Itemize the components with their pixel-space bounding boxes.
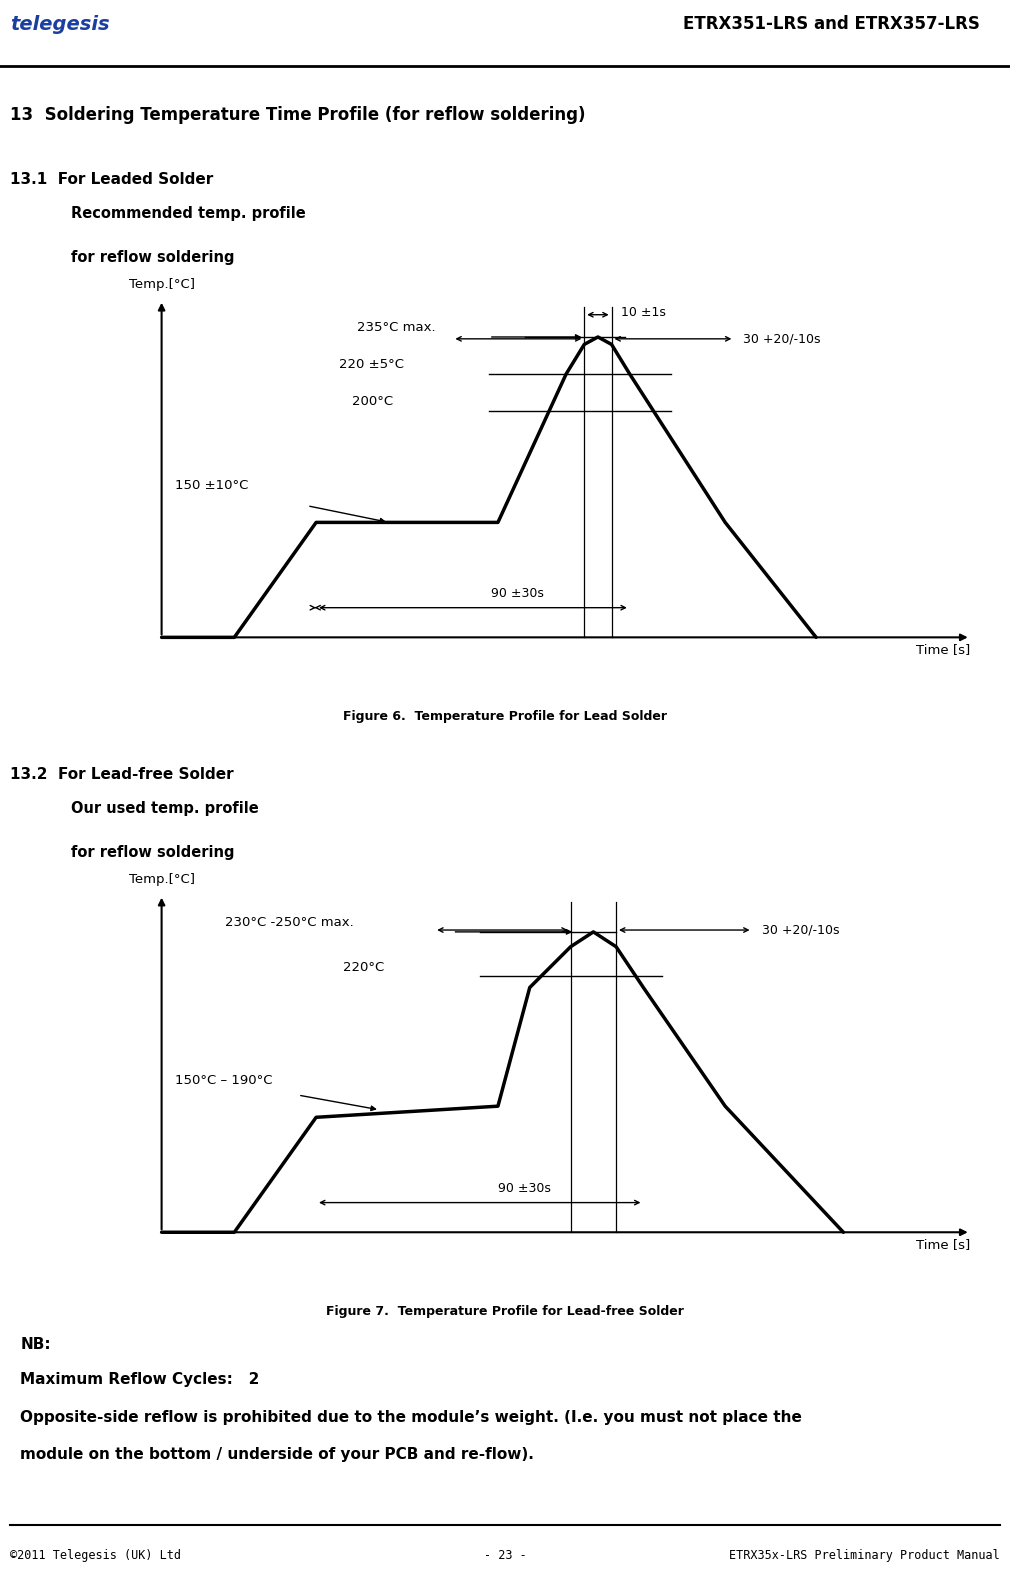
Text: Opposite-side reflow is prohibited due to the module’s weight. (I.e. you must no: Opposite-side reflow is prohibited due t… — [20, 1411, 802, 1425]
Text: ETRX351-LRS and ETRX357-LRS: ETRX351-LRS and ETRX357-LRS — [683, 16, 980, 33]
Text: NB:: NB: — [20, 1337, 50, 1352]
Text: 150 ±10°C: 150 ±10°C — [176, 478, 248, 492]
Text: 30 +20/-10s: 30 +20/-10s — [762, 923, 839, 936]
Text: Time [s]: Time [s] — [916, 1237, 971, 1251]
Text: 10 ±1s: 10 ±1s — [620, 306, 666, 319]
Text: Figure 7.  Temperature Profile for Lead-free Solder: Figure 7. Temperature Profile for Lead-f… — [326, 1305, 684, 1318]
Text: for reflow soldering: for reflow soldering — [71, 249, 234, 265]
Text: 235°C max.: 235°C max. — [358, 322, 435, 335]
Text: Figure 6.  Temperature Profile for Lead Solder: Figure 6. Temperature Profile for Lead S… — [343, 710, 667, 723]
Text: 13  Soldering Temperature Time Profile (for reflow soldering): 13 Soldering Temperature Time Profile (f… — [10, 106, 586, 125]
Text: module on the bottom / underside of your PCB and re-flow).: module on the bottom / underside of your… — [20, 1447, 534, 1463]
Text: 90 ±30s: 90 ±30s — [491, 587, 544, 600]
Text: 230°C -250°C max.: 230°C -250°C max. — [225, 917, 354, 929]
Text: - 23 -: - 23 - — [484, 1548, 526, 1562]
Text: 30 +20/-10s: 30 +20/-10s — [743, 333, 821, 346]
Text: Time [s]: Time [s] — [916, 642, 971, 656]
Text: 220°C: 220°C — [343, 961, 385, 974]
Text: telegesis: telegesis — [10, 14, 110, 33]
Text: Recommended temp. profile: Recommended temp. profile — [71, 207, 305, 221]
Text: 13.1  For Leaded Solder: 13.1 For Leaded Solder — [10, 172, 213, 188]
Text: Temp.[°C]: Temp.[°C] — [128, 278, 195, 290]
Text: ©2011 Telegesis (UK) Ltd: ©2011 Telegesis (UK) Ltd — [10, 1548, 181, 1562]
Text: Maximum Reflow Cycles:   2: Maximum Reflow Cycles: 2 — [20, 1373, 260, 1387]
Text: 90 ±30s: 90 ±30s — [498, 1182, 550, 1195]
Text: Temp.[°C]: Temp.[°C] — [128, 873, 195, 885]
Text: ETRX35x-LRS Preliminary Product Manual: ETRX35x-LRS Preliminary Product Manual — [729, 1548, 1000, 1562]
Text: 200°C: 200°C — [352, 396, 394, 409]
Text: 150°C – 190°C: 150°C – 190°C — [176, 1073, 273, 1087]
Text: 13.2  For Lead-free Solder: 13.2 For Lead-free Solder — [10, 767, 233, 783]
Text: Our used temp. profile: Our used temp. profile — [71, 802, 259, 816]
Text: 220 ±5°C: 220 ±5°C — [338, 358, 404, 371]
Text: for reflow soldering: for reflow soldering — [71, 844, 234, 860]
